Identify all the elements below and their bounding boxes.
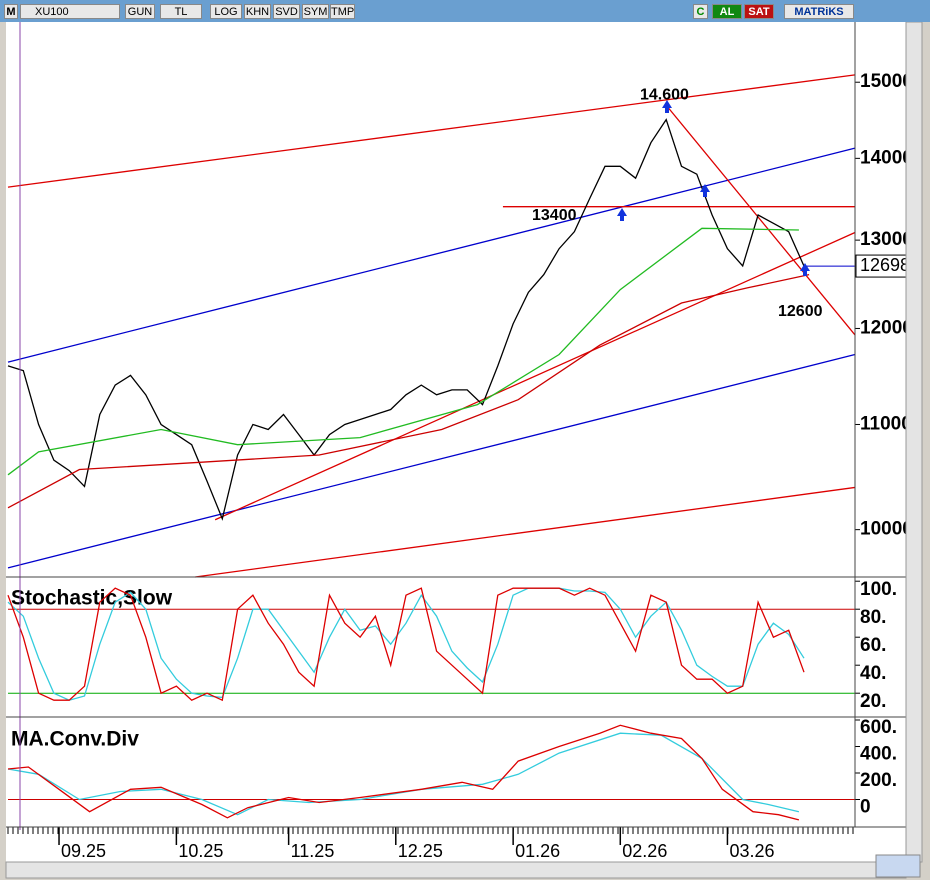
toolbar-button[interactable]: LOG	[210, 4, 242, 19]
buy-button[interactable]: AL	[712, 4, 742, 19]
series-line	[7, 587, 805, 702]
y-tick-label: 11000	[860, 413, 912, 434]
chart: 10000 11000 12000 13000 14000 15000 14.600 1340…	[5, 22, 923, 879]
y-tick-label: 60.	[860, 635, 886, 656]
y-tick-label: 20.	[860, 691, 886, 712]
x-tick-label: 09.25	[61, 841, 106, 861]
toolbar-button[interactable]: SVD	[273, 4, 300, 19]
symbol-box[interactable]: XU100	[20, 4, 120, 19]
x-tick-label: 12.25	[398, 841, 443, 861]
y-tick-label: 15000	[860, 71, 913, 92]
y-tick-label: 400.	[860, 744, 897, 765]
y-tick-label: 100.	[860, 579, 897, 600]
y-tick-label: 600.	[860, 717, 897, 738]
trendline	[7, 147, 856, 363]
annotation: 12600	[778, 303, 823, 320]
x-tick-label: 01.26	[515, 841, 560, 861]
annotation: 14.600	[640, 86, 689, 103]
y-tick-label: 12000	[860, 317, 913, 338]
trendline	[7, 353, 856, 569]
y-tick-label: 13000	[860, 229, 913, 250]
arrow	[617, 208, 627, 221]
arrow	[700, 184, 710, 197]
scrollbar[interactable]	[905, 22, 923, 863]
panel-title: MA.Conv.Div	[11, 728, 139, 751]
series-line	[7, 118, 805, 521]
toolbar-button[interactable]: GUN	[125, 4, 155, 19]
y-tick-label: 14000	[860, 147, 913, 168]
toolbar-button[interactable]: SYM	[302, 4, 329, 19]
x-tick-label: 03.26	[729, 841, 774, 861]
y-tick-label: 80.	[860, 607, 886, 628]
toolbar-button[interactable]: KHN	[244, 4, 271, 19]
y-tick-label: 40.	[860, 663, 886, 684]
series-line	[7, 587, 805, 701]
sell-button[interactable]: SAT	[744, 4, 774, 19]
logo[interactable]: M	[4, 4, 18, 19]
trendline	[195, 486, 856, 578]
panel-title: Stochastic,Slow	[11, 587, 173, 610]
annotation: 13400	[532, 207, 577, 224]
series-line	[7, 724, 800, 821]
toolbar-button[interactable]: TMP	[330, 4, 355, 19]
trendline	[214, 231, 856, 521]
y-tick-label: 0	[860, 797, 871, 818]
c-button[interactable]: C	[693, 4, 708, 19]
h-scrollbar[interactable]	[5, 861, 907, 879]
y-tick-label: 10000	[860, 519, 913, 540]
arrow	[662, 100, 672, 113]
series-line	[7, 227, 799, 476]
chart-bg	[6, 22, 906, 862]
x-tick-label: 02.26	[622, 841, 667, 861]
last-price-label: 12698	[860, 255, 910, 275]
arrow	[800, 263, 810, 276]
series-line	[7, 273, 810, 509]
trendline	[665, 104, 856, 336]
signal-arrows	[617, 100, 810, 276]
brand[interactable]: MATRiKS	[784, 4, 854, 19]
trendline	[7, 74, 856, 188]
x-tick-label: 10.25	[178, 841, 223, 861]
nav-buttons[interactable]	[875, 854, 921, 878]
y-tick-label: 200.	[860, 770, 897, 791]
toolbar-button[interactable]: TL	[160, 4, 202, 19]
x-tick-label: 11.25	[291, 841, 335, 861]
